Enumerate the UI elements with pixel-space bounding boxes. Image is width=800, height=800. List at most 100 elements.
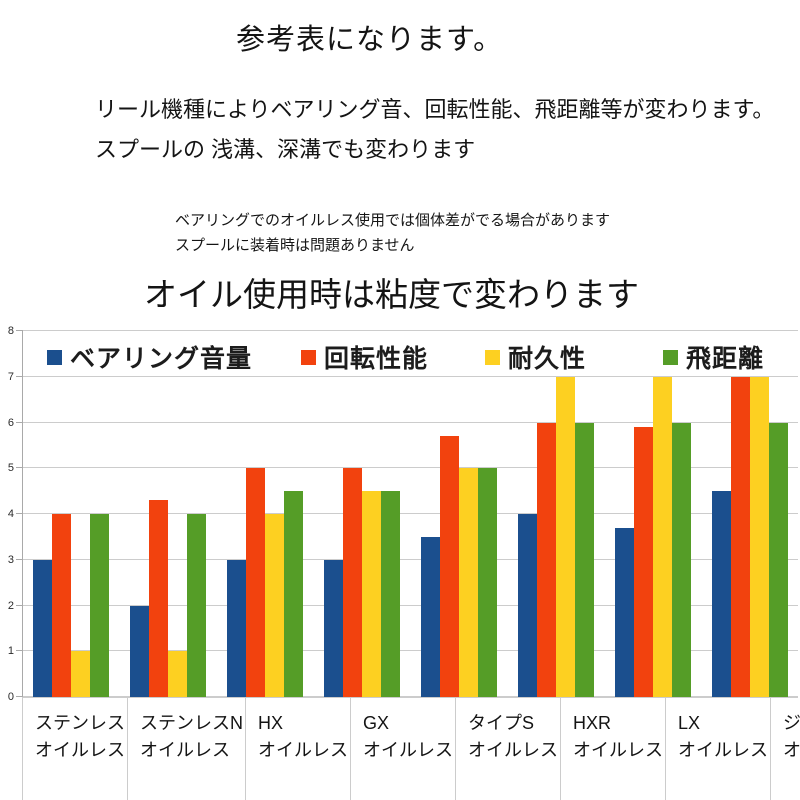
legend-label: 回転性能 xyxy=(324,345,429,373)
intro-text: リール機種によりベアリング音、回転性能、飛距離等が変わります。 スプールの 浅溝… xyxy=(95,90,774,170)
category-sublabel: オイルレス xyxy=(363,740,453,760)
y-axis-tick xyxy=(16,467,23,469)
bar xyxy=(52,514,72,697)
category-cell: GX オイルレス xyxy=(350,698,455,800)
category-sublabel: オイルレス xyxy=(468,740,558,760)
bar xyxy=(555,376,575,697)
y-axis-tick xyxy=(16,558,23,560)
category-label: HX xyxy=(258,713,284,733)
y-axis-tick xyxy=(16,375,23,377)
bar-group xyxy=(23,331,120,697)
category-sublabel: オイルレス xyxy=(783,740,800,760)
category-cell: ジルコニアオイルレス xyxy=(770,698,800,800)
category-sublabel: オイルレス xyxy=(258,740,348,760)
y-axis-tick xyxy=(16,513,23,514)
gridline xyxy=(23,650,798,652)
gridline xyxy=(23,558,798,560)
y-axis-tick xyxy=(16,696,23,697)
category-sublabel: オイルレス xyxy=(140,740,230,760)
y-tick-label: 5 xyxy=(7,462,14,475)
page-title: 参考表になります。 xyxy=(236,24,504,56)
category-cell: LX オイルレス xyxy=(665,698,770,800)
bar xyxy=(536,422,556,697)
note-text: ベアリングでのオイルレス使用では個体差がでる場合があります スプールに装着時は問… xyxy=(175,208,610,258)
bar xyxy=(633,427,653,697)
y-tick-label: 1 xyxy=(7,645,14,658)
y-axis-tick xyxy=(16,421,23,423)
category-cell: HX オイルレス xyxy=(245,698,350,800)
category-label: ステンレスN xyxy=(140,713,243,733)
bar xyxy=(227,559,247,697)
legend-item: ベアリング音量 xyxy=(47,339,252,375)
category-label: GX xyxy=(363,713,390,733)
bar-group xyxy=(411,331,508,697)
bar xyxy=(168,651,188,697)
bar xyxy=(149,500,169,697)
intro-line-2: スプールの 浅溝、深溝でも変わります xyxy=(95,137,476,162)
y-tick-label: 3 xyxy=(7,553,14,566)
legend-swatch xyxy=(663,349,678,365)
note-line-1: ベアリングでのオイルレス使用では個体差がでる場合があります xyxy=(175,212,611,229)
bar xyxy=(343,468,363,697)
legend-swatch xyxy=(47,349,62,365)
category-cell: タイプS オイルレス xyxy=(455,698,560,800)
gridline xyxy=(23,604,798,606)
legend-swatch xyxy=(301,349,316,365)
gridline xyxy=(23,696,798,697)
bar-group xyxy=(314,331,411,697)
y-tick-label: 8 xyxy=(7,325,14,337)
bar xyxy=(749,376,769,697)
category-sublabel: オイルレス xyxy=(678,740,768,760)
legend-label: 耐久性 xyxy=(508,345,587,373)
note-line-2: スプールに装着時は問題ありません xyxy=(175,237,415,254)
bar-group xyxy=(217,331,314,697)
bar xyxy=(130,605,150,697)
legend-item: 耐久性 xyxy=(485,339,586,375)
bar xyxy=(187,514,207,697)
y-tick-label: 4 xyxy=(7,508,14,520)
bar xyxy=(458,468,478,697)
y-axis-tick xyxy=(16,650,23,652)
legend-swatch xyxy=(485,349,500,365)
category-label: HXR xyxy=(573,713,612,733)
bar xyxy=(246,468,266,697)
gridline xyxy=(23,375,798,377)
category-cell: ステンレスN オイルレス xyxy=(127,698,245,800)
bar xyxy=(574,422,594,697)
bar xyxy=(671,422,691,697)
bar xyxy=(477,468,497,697)
x-axis-labels: ステンレス オイルレス ステンレスN オイルレス HX オイルレス GX オイルレス タイプS オ… xyxy=(22,697,800,800)
gridline xyxy=(23,421,798,423)
category-cell: HXR オイルレス xyxy=(560,698,665,800)
category-label: タイプS xyxy=(468,713,535,733)
bar xyxy=(90,514,110,697)
bar xyxy=(768,422,788,697)
bar xyxy=(420,536,440,697)
category-label: ジルコニア xyxy=(783,713,800,733)
bar xyxy=(439,436,459,697)
bar-group xyxy=(701,331,798,697)
bar-group xyxy=(507,331,604,697)
bar xyxy=(652,376,672,697)
bar xyxy=(711,491,731,697)
category-sublabel: オイルレス xyxy=(35,740,125,760)
category-sublabel: オイルレス xyxy=(573,740,663,760)
category-label: LX xyxy=(678,713,701,733)
chart-subtitle: オイル使用時は粘度で変わります xyxy=(144,276,639,313)
bar-group xyxy=(120,331,217,697)
bar xyxy=(730,376,750,697)
y-tick-label: 0 xyxy=(7,691,14,703)
category-cell: ステンレス オイルレス xyxy=(22,698,127,800)
grid-layer: 0 1 2 3 4 5 6 7 8 xyxy=(8,325,798,703)
bar xyxy=(33,559,53,697)
bars-row xyxy=(23,331,798,697)
y-tick-label: 7 xyxy=(7,370,14,383)
bar xyxy=(517,514,537,697)
y-tick-label: 2 xyxy=(7,599,14,612)
bar xyxy=(265,514,285,697)
legend-item: 回転性能 xyxy=(301,339,428,375)
bar xyxy=(614,527,634,697)
y-axis-tick xyxy=(16,330,23,331)
bar-group xyxy=(604,331,701,697)
y-tick-label: 6 xyxy=(7,416,14,429)
